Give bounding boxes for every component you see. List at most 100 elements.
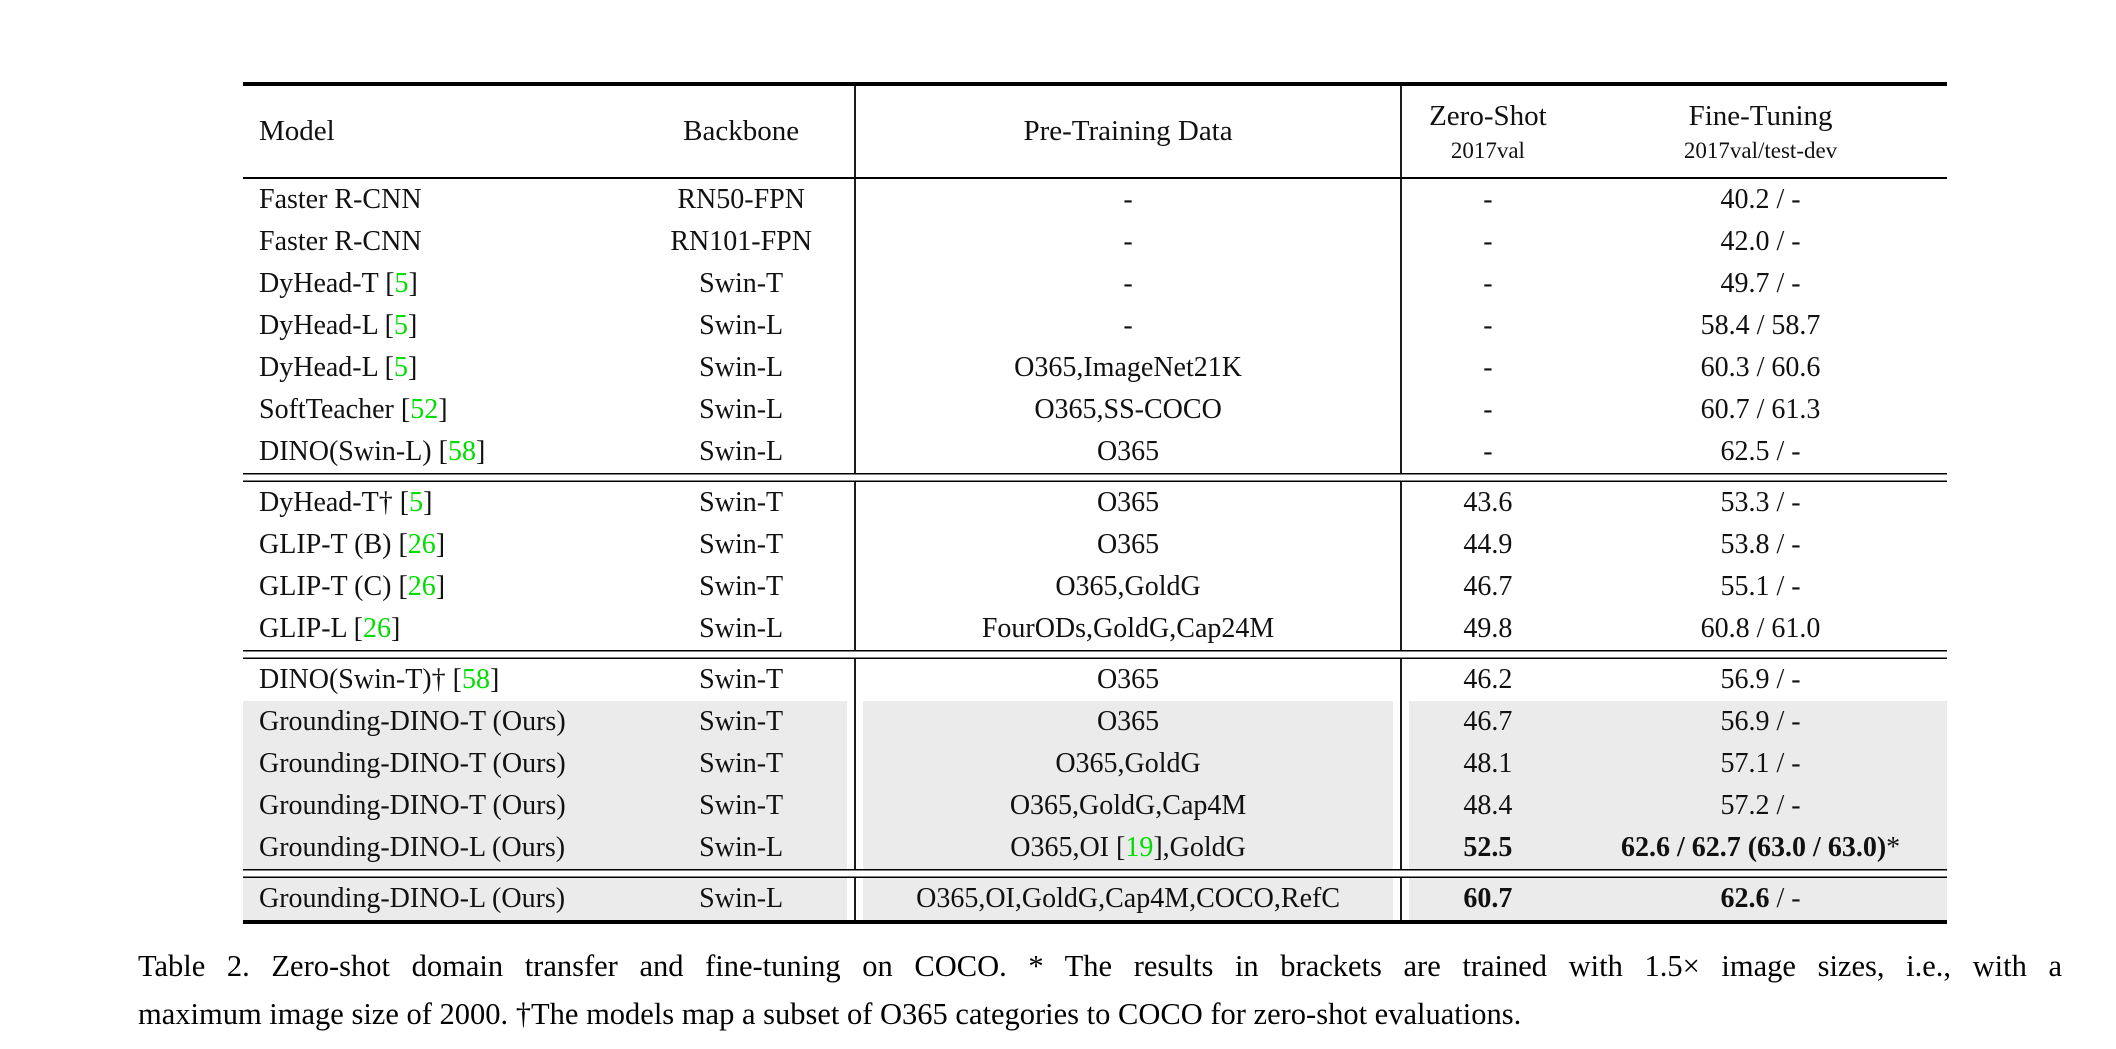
cell-text: 60.8 / 61.0 <box>1700 613 1821 644</box>
table-row: DyHead-L [5] Swin-L O365,ImageNet21K - 60.3 … <box>243 347 1947 389</box>
table-row: GLIP-T (C) [26] Swin-T O365,GoldG 46.7 55.1 … <box>243 566 1947 608</box>
cell-text: O365 <box>1096 436 1160 467</box>
table-top-rule <box>243 82 1947 86</box>
ft-cell: 56.9 / - <box>1574 701 1947 743</box>
cell-text: Faster R-CNN <box>259 226 422 257</box>
backbone-cell: Swin-L <box>627 827 855 869</box>
model-cell: DINO(Swin-T)† [58] <box>243 659 628 701</box>
cell-text: 52.5 <box>1463 832 1513 863</box>
cell-text: 62.6 <box>1720 883 1770 914</box>
model-cell: DyHead-L [5] <box>243 347 628 389</box>
cell-text: 43.6 <box>1463 487 1513 518</box>
pre-cell: O365,GoldG <box>854 566 1399 608</box>
zs-cell: 60.7 <box>1399 878 1575 920</box>
citation-number: 19 <box>1125 832 1154 863</box>
header-fine-tuning-sub: 2017val/test-dev <box>1683 137 1838 163</box>
cell-text: Swin-T <box>699 268 784 299</box>
ft-cell: 42.0 / - <box>1574 221 1947 263</box>
backbone-cell: Swin-T <box>627 701 855 743</box>
cell-text: O365 <box>1096 487 1160 518</box>
cell-text: DyHead-T† [ <box>259 487 410 518</box>
cell-text: Grounding-DINO-T (Ours) <box>259 790 566 821</box>
backbone-cell: Swin-L <box>628 431 855 473</box>
citation-number: 5 <box>394 310 409 341</box>
pre-cell: - <box>854 263 1399 305</box>
cell-text: Swin-T <box>699 571 784 602</box>
zs-cell: - <box>1399 389 1574 431</box>
backbone-cell: Swin-T <box>627 743 855 785</box>
cell-text: 46.7 <box>1463 571 1513 602</box>
cell-text: O365,ImageNet21K <box>1014 352 1242 383</box>
cell-text: O365,OI,GoldG,Cap4M,COCO,RefC <box>916 883 1340 914</box>
backbone-cell: Swin-T <box>628 659 855 701</box>
cell-text: Grounding-DINO-L (Ours) <box>259 832 566 863</box>
ft-cell: 60.3 / 60.6 <box>1574 347 1947 389</box>
ft-cell: 53.3 / - <box>1574 482 1947 524</box>
cell-text: ] <box>408 310 418 341</box>
zs-cell: 43.6 <box>1399 482 1574 524</box>
cell-text: Swin-T <box>699 487 784 518</box>
model-cell: SoftTeacher [52] <box>243 389 628 431</box>
backbone-cell: Swin-L <box>628 305 855 347</box>
cell-text: 57.1 / - <box>1720 748 1801 779</box>
zs-cell: - <box>1399 263 1574 305</box>
backbone-cell: RN50-FPN <box>628 179 855 221</box>
ft-cell: 57.1 / - <box>1574 743 1947 785</box>
cell-text: 56.9 / - <box>1720 706 1801 737</box>
cell-text: ] <box>489 664 500 695</box>
pre-cell: FourODs,GoldG,Cap24M <box>854 608 1399 650</box>
model-cell: Grounding-DINO-T (Ours) <box>243 785 628 827</box>
cell-text: Swin-L <box>699 613 784 644</box>
table-row: DyHead-T [5] Swin-T - - 49.7 / - <box>243 263 1947 305</box>
cell-text: - <box>1483 226 1493 257</box>
header-zero-shot-sub: 2017val <box>1450 137 1525 163</box>
pre-cell: - <box>854 179 1399 221</box>
cell-text: 53.8 / - <box>1720 529 1801 560</box>
table-row: GLIP-L [26] Swin-L FourODs,GoldG,Cap24M 49.… <box>243 608 1947 650</box>
ft-cell: 62.5 / - <box>1574 431 1947 473</box>
cell-text: Grounding-DINO-L (Ours) <box>259 883 566 914</box>
cell-text: GLIP-T (B) [ <box>259 529 408 560</box>
cell-text: Grounding-DINO-T (Ours) <box>259 706 566 737</box>
section-separator-rule <box>243 650 1947 659</box>
ft-cell: 56.9 / - <box>1574 659 1947 701</box>
table-row: Grounding-DINO-L (Ours) Swin-L O365,OI [19… <box>243 827 1947 869</box>
pre-cell: O365 <box>854 431 1399 473</box>
cell-text: ] <box>435 571 446 602</box>
table-header: Model Backbone Pre-Training Data Zero-Sh… <box>243 86 1947 179</box>
cell-text: O365,GoldG <box>1055 748 1201 779</box>
ft-cell: 60.8 / 61.0 <box>1574 608 1947 650</box>
cell-text: 48.4 <box>1463 790 1513 821</box>
citation-number: 5 <box>394 268 409 299</box>
cell-text: Swin-T <box>699 706 784 737</box>
cell-text: Swin-L <box>699 832 784 863</box>
cell-text: 49.8 <box>1463 613 1513 644</box>
section-separator-rule <box>243 869 1947 878</box>
pre-cell: O365,GoldG,Cap4M <box>854 785 1400 827</box>
ft-cell: 62.6 / 62.7 (63.0 / 63.0)* <box>1574 827 1947 869</box>
citation-number: 5 <box>394 352 409 383</box>
pre-cell: O365,OI,GoldG,Cap4M,COCO,RefC <box>854 878 1400 920</box>
cell-text: DINO(Swin-L) [ <box>259 436 448 467</box>
cell-text: Swin-T <box>699 748 784 779</box>
table-row: DINO(Swin-T)† [58] Swin-T O365 46.2 56.9 / - <box>243 659 1947 701</box>
ft-cell: 49.7 / - <box>1574 263 1947 305</box>
cell-text: Swin-L <box>699 883 784 914</box>
ft-cell: 62.6 / - <box>1574 878 1947 920</box>
cell-text: RN101-FPN <box>670 226 812 257</box>
cell-text: DINO(Swin-T)† [ <box>259 664 462 695</box>
cell-text: 60.7 <box>1463 883 1513 914</box>
zs-cell: - <box>1399 347 1574 389</box>
cell-text: 56.9 / - <box>1720 664 1801 695</box>
zs-cell: 52.5 <box>1399 827 1575 869</box>
cell-text: ],GoldG <box>1153 832 1246 863</box>
caption-line-2: maximum image size of 2000. †The models … <box>138 997 1522 1031</box>
cell-text: O365,OI [ <box>1010 832 1126 863</box>
cell-text: ] <box>423 487 433 518</box>
cell-text: 46.2 <box>1463 664 1513 695</box>
model-cell: Faster R-CNN <box>243 179 628 221</box>
table-body: Faster R-CNN RN50-FPN - -40.2 / - Faster R-C… <box>243 179 1947 920</box>
cell-text: O365 <box>1096 706 1160 737</box>
ft-cell: 55.1 / - <box>1574 566 1947 608</box>
model-cell: GLIP-T (C) [26] <box>243 566 628 608</box>
